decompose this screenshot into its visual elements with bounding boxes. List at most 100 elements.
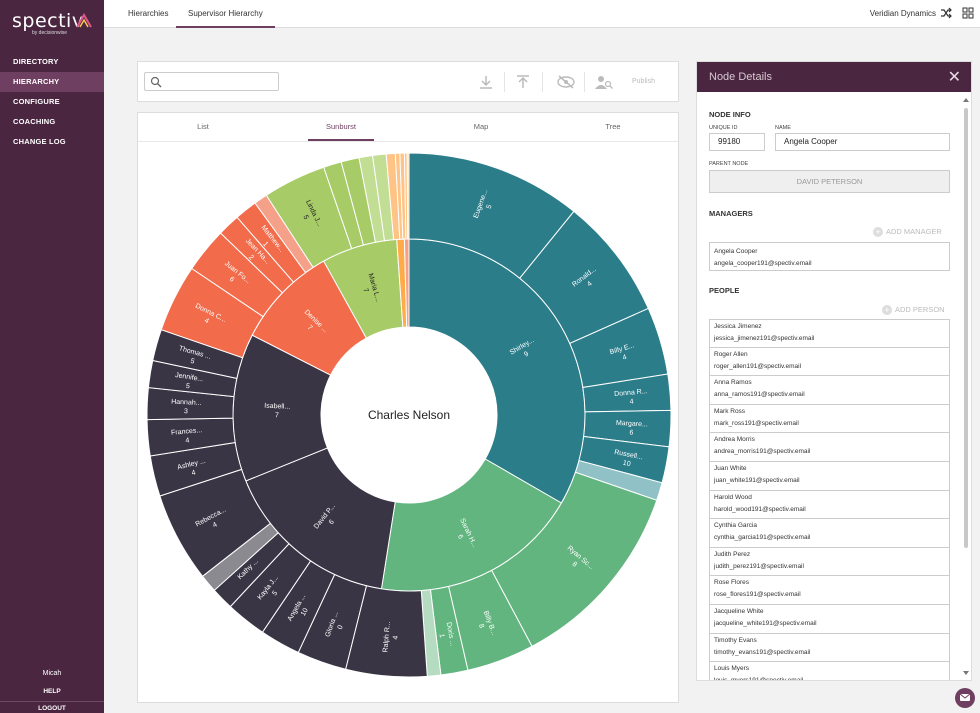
segment-count: 4 — [203, 317, 210, 325]
person-item[interactable]: Rose Flores rose_flores191@spectiv.email — [709, 576, 950, 605]
segment-count: 4 — [629, 398, 634, 405]
search-input[interactable] — [165, 75, 275, 89]
segment-count: 0 — [337, 624, 345, 630]
tab-hierarchies[interactable]: Hierarchies — [128, 9, 169, 18]
name-field[interactable]: Angela Cooper — [775, 133, 950, 151]
person-item[interactable]: Harold Wood harold_wood191@spectiv.email — [709, 490, 950, 520]
person-item[interactable]: Jacqueline White jacqueline_white191@spec… — [709, 604, 950, 634]
segment-count: 4 — [185, 437, 190, 444]
nav-configure[interactable]: CONFIGURE — [13, 97, 60, 106]
panel-title: Node Details — [709, 71, 772, 83]
segment-count: 8 — [477, 623, 485, 629]
view-tab-sunburst[interactable]: Sunburst — [308, 113, 374, 141]
person-name: Mark Ross — [714, 407, 746, 415]
segment-count: 10 — [622, 460, 631, 468]
help-link[interactable]: HELP — [43, 688, 61, 695]
search-box[interactable] — [144, 72, 279, 91]
search-person-icon[interactable] — [594, 74, 614, 90]
view-tab-tree[interactable]: Tree — [605, 122, 621, 131]
segment-count: 4 — [622, 354, 628, 362]
segment-count: 3 — [184, 408, 188, 415]
scroll-down-icon[interactable] — [963, 671, 969, 676]
name-label: NAME — [775, 125, 791, 131]
person-email: cynthia_garcia191@spectiv.email — [714, 534, 811, 542]
hierarchy-toolbar: Publish — [137, 61, 679, 102]
sunburst-segment-l2[interactable] — [406, 152, 410, 240]
segment-label: Frances...4 — [171, 427, 203, 444]
manager-item[interactable]: Angela Cooper angela_cooper191@spectiv.e… — [709, 242, 950, 271]
nav-change-log[interactable]: CHANGE LOG — [13, 137, 66, 146]
person-name: Rose Flores — [714, 579, 750, 587]
segment-label: Isabell...7 — [264, 403, 290, 420]
segment-count: 6 — [629, 430, 633, 437]
person-item[interactable]: Louis Myers louis_myers191@spectiv.email — [709, 662, 950, 680]
view-tab-map[interactable]: Map — [473, 122, 489, 131]
segment-name: Hannah... — [171, 399, 202, 407]
shuffle-icon[interactable] — [940, 7, 952, 19]
parent-node-label: PARENT NODE — [709, 161, 749, 167]
sidebar: spectiv by decisionwise DIRECTORY HIERAR… — [0, 0, 104, 713]
people-title: PEOPLE — [709, 286, 740, 295]
segment-name: Margare... — [616, 420, 648, 429]
close-icon[interactable]: ✕ — [947, 69, 961, 86]
segment-count: 5 — [185, 383, 190, 391]
person-name: Juan White — [714, 464, 747, 472]
person-item[interactable]: Juan White juan_white191@spectiv.email — [709, 461, 950, 491]
nav-hierarchy[interactable]: HIERARCHY — [0, 72, 104, 92]
logout-button[interactable]: LOGOUT — [0, 701, 104, 713]
user-name[interactable]: Micah — [42, 670, 62, 677]
apps-grid-icon[interactable] — [962, 7, 974, 19]
segment-count: 6 — [228, 276, 236, 284]
segment-name: Jennife... — [175, 372, 204, 383]
scroll-up-icon[interactable] — [963, 97, 969, 102]
hide-icon[interactable] — [556, 74, 576, 90]
person-item[interactable]: Andrea Morris andrea_morris191@spectiv.em… — [709, 433, 950, 462]
segment-count: 7 — [306, 324, 314, 332]
sunburst-center[interactable] — [322, 328, 496, 502]
person-name: Cynthia Garcia — [714, 522, 757, 530]
segment-count: 6 — [456, 534, 464, 541]
segment-count: 4 — [191, 469, 197, 477]
segment-count: 10 — [300, 607, 310, 617]
person-item[interactable]: Cynthia Garcia cynthia_garcia191@spectiv.… — [709, 519, 950, 548]
hierarchy-view-card: List Sunburst Map Tree Shirley... 9 Sarah … — [137, 112, 679, 703]
download-icon[interactable] — [478, 74, 494, 90]
person-name: Louis Myers — [714, 665, 750, 673]
view-tabs-divider — [138, 141, 678, 142]
chat-button[interactable] — [955, 688, 975, 708]
tab-supervisor-hierarchy[interactable]: Supervisor Hierarchy — [176, 0, 275, 28]
segment-count: 8 — [571, 561, 579, 569]
brand-mark-icon — [76, 13, 92, 28]
publish-button[interactable]: Publish — [632, 78, 655, 85]
add-person-label: ADD PERSON — [895, 305, 945, 314]
person-email: roger_allen191@spectiv.email — [714, 362, 802, 370]
person-item[interactable]: Timothy Evans timothy_evans191@spectiv.em… — [709, 633, 950, 663]
person-item[interactable]: Jessica Jimenez jessica_jimenez191@specti… — [709, 319, 950, 348]
node-info-title: NODE INFO — [709, 110, 751, 119]
segment-count: 4 — [212, 521, 219, 529]
segment-count: 6 — [328, 519, 336, 526]
person-email: jacqueline_white191@spectiv.email — [714, 619, 817, 627]
nav-coaching[interactable]: COACHING — [13, 117, 56, 126]
view-tab-list[interactable]: List — [197, 122, 209, 131]
scrollbar[interactable] — [964, 108, 968, 548]
upload-icon[interactable] — [515, 74, 531, 90]
add-person-button[interactable]: + ADD PERSON — [882, 305, 945, 315]
segment-name: Ralph R... — [382, 621, 392, 653]
add-manager-button[interactable]: + ADD MANAGER — [873, 227, 942, 237]
plus-icon: + — [882, 305, 892, 315]
person-email: timothy_evans191@spectiv.email — [714, 648, 811, 656]
nav-directory[interactable]: DIRECTORY — [13, 57, 59, 66]
unique-id-label: UNIQUE ID — [709, 125, 738, 131]
organization-name[interactable]: Veridian Dynamics — [869, 9, 936, 18]
segment-count: 1 — [261, 241, 269, 248]
unique-id-field[interactable]: 99180 — [709, 133, 765, 151]
person-name: Timothy Evans — [714, 636, 757, 644]
person-item[interactable]: Mark Ross mark_ross191@spectiv.email — [709, 404, 950, 434]
brand-logo[interactable]: spectiv by decisionwise — [12, 10, 92, 36]
person-item[interactable]: Judith Perez judith_perez191@spectiv.emai… — [709, 547, 950, 577]
person-item[interactable]: Roger Allen roger_allen191@spectiv.email — [709, 347, 950, 377]
segment-count: 5 — [271, 590, 279, 597]
person-item[interactable]: Anna Ramos anna_ramos191@spectiv.email — [709, 376, 950, 405]
